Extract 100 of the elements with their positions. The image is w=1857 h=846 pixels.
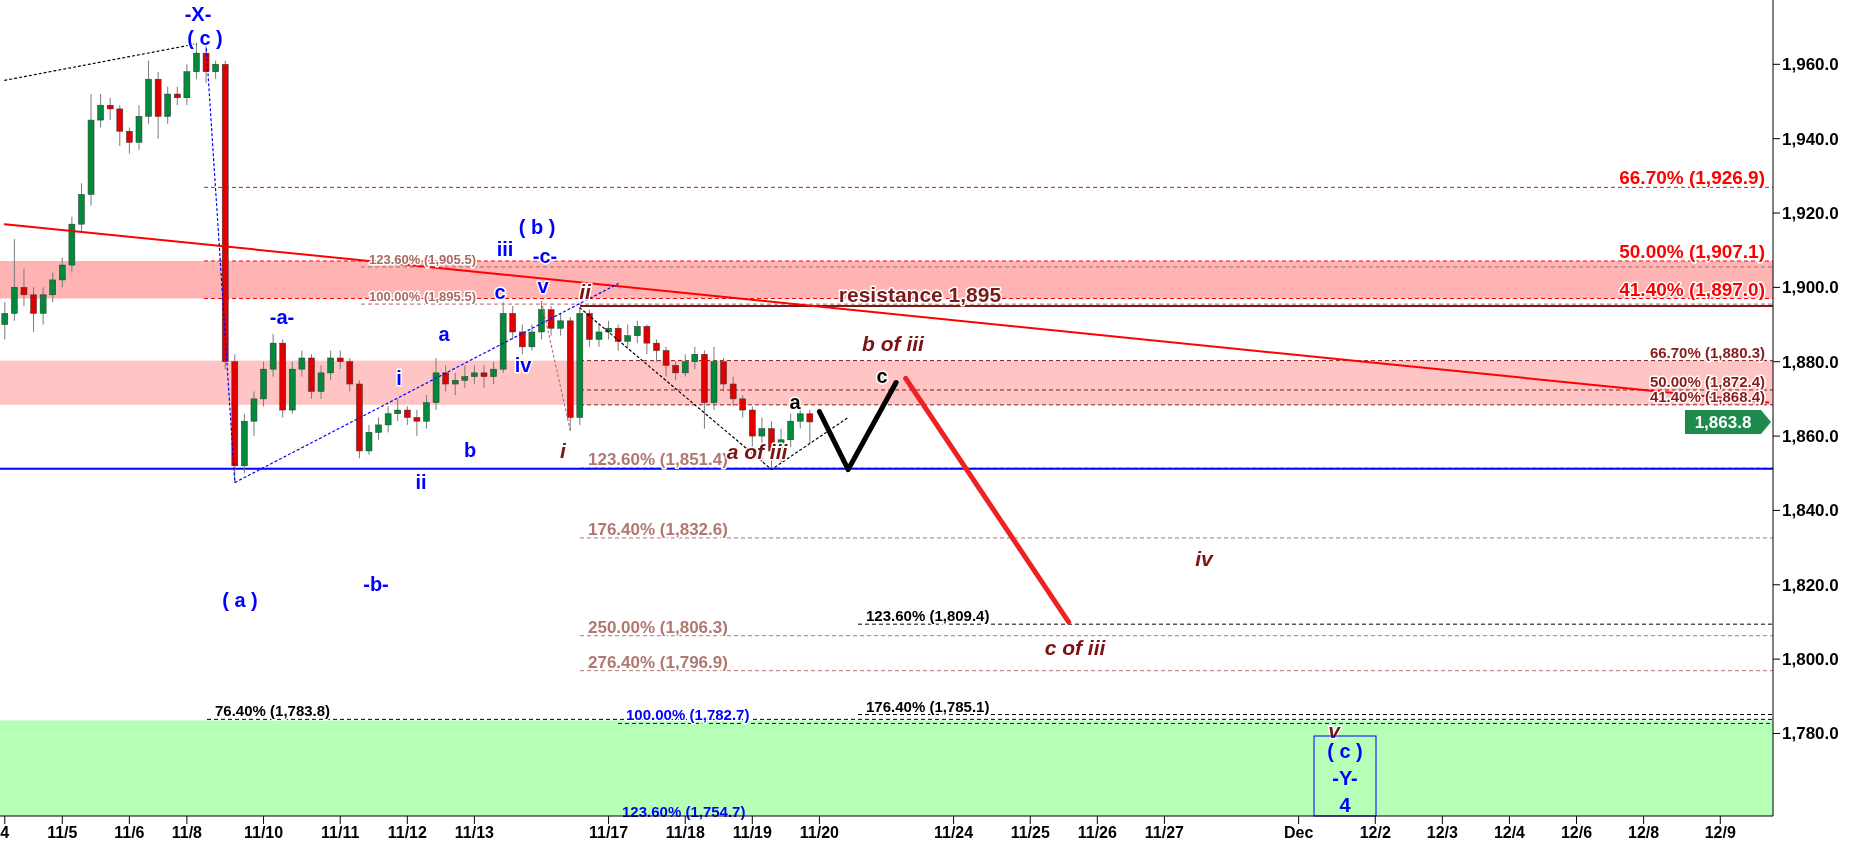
candlestick <box>624 324 631 348</box>
candlestick <box>547 305 555 337</box>
ref-line-label: 41.40% (1,897.0) <box>1619 278 1765 300</box>
y-tick-label: 1,880.0 <box>1782 352 1839 372</box>
annotation: ii <box>415 471 427 493</box>
annotation: ( b ) <box>518 216 556 238</box>
candlestick <box>614 324 622 352</box>
annotation: -b- <box>363 573 389 595</box>
candlestick <box>720 357 727 392</box>
annotation: b <box>463 439 477 461</box>
ref-line-label: 176.40% (1,785.1) <box>866 697 990 715</box>
x-tick-label: 12/8 <box>1628 824 1660 841</box>
x-tick-label: 11/12 <box>387 824 427 841</box>
candlestick <box>643 324 651 355</box>
candlestick <box>404 405 411 426</box>
candlestick <box>451 372 459 396</box>
x-tick-label: 11/19 <box>732 824 773 841</box>
y-tick-label: 1,800.0 <box>1782 650 1839 670</box>
annotation: ( a ) <box>222 589 258 611</box>
annotation: iv <box>1195 547 1215 570</box>
candlestick <box>39 286 47 326</box>
y-tick-label: 1,840.0 <box>1782 501 1839 521</box>
candlestick <box>595 324 603 348</box>
annotation: b of iii <box>862 332 926 355</box>
candlestick <box>30 286 37 333</box>
y-tick-label: 1,820.0 <box>1782 575 1839 595</box>
candlestick <box>164 86 171 125</box>
ref-line-label: 50.00% (1,907.1) <box>1619 240 1765 262</box>
candlestick <box>691 346 699 370</box>
candlestick <box>672 361 679 381</box>
annotation: c of iii <box>1044 636 1107 659</box>
candlestick <box>471 364 478 385</box>
candlestick <box>49 272 56 303</box>
candlestick <box>212 60 219 80</box>
ref-line-label: 276.40% (1,796.9) <box>588 652 728 672</box>
annotation: ii <box>579 280 592 303</box>
annotation: c <box>876 365 888 387</box>
annotation: -X- <box>184 3 212 25</box>
candlestick <box>97 93 104 129</box>
candlestick <box>365 424 373 456</box>
y-tick-label: 1,940.0 <box>1782 129 1839 149</box>
y-tick-label: 1,900.0 <box>1782 278 1839 298</box>
candlestick <box>528 324 536 352</box>
x-tick-label: 12/3 <box>1426 824 1459 841</box>
annotation: iv <box>514 354 533 376</box>
ref-line-label: 76.40% (1,783.8) <box>215 702 331 720</box>
candlestick <box>797 409 804 430</box>
candlestick <box>346 357 354 392</box>
candlestick <box>653 338 660 363</box>
ref-line-label: 66.70% (1,926.9) <box>1619 167 1765 189</box>
ref-line-label: 50.00% (1,872.4) <box>1649 372 1765 390</box>
annotation: ( c ) <box>187 27 223 49</box>
x-tick-label: 11/18 <box>665 824 705 841</box>
candlestick <box>461 364 469 389</box>
x-tick-label: 12/9 <box>1704 824 1736 841</box>
annotation: i <box>396 367 402 389</box>
y-tick-label: 1,860.0 <box>1782 427 1839 447</box>
ref-line-label: 123.60% (1,809.4) <box>866 607 990 625</box>
candlestick <box>806 409 814 444</box>
annotation: i <box>560 439 568 462</box>
ref-line-label: 100.00% (1,782.7) <box>626 706 750 724</box>
candlestick <box>126 127 133 155</box>
candlestick <box>1 301 9 340</box>
y-tick-label: 1,780.0 <box>1782 724 1839 744</box>
candlestick <box>739 394 746 418</box>
x-tick-label: 11/8 <box>171 824 203 841</box>
candlestick <box>681 353 689 378</box>
candlestick <box>413 409 421 437</box>
annotation: ( c ) -Y- 4 <box>1327 740 1363 816</box>
x-tick-label: 11/13 <box>454 824 495 841</box>
candlestick <box>298 350 306 378</box>
ref-line-label: 176.40% (1,832.6) <box>588 519 728 539</box>
candlestick <box>605 320 612 340</box>
x-tick-label: 11/27 <box>1144 824 1185 841</box>
ref-line-label: 66.70% (1,880.3) <box>1649 343 1765 361</box>
candlestick <box>423 394 430 430</box>
candlestick <box>490 361 497 385</box>
x-tick-label: 11/5 <box>47 824 78 841</box>
candlestick <box>193 43 200 80</box>
annotation: v <box>537 275 550 297</box>
x-tick-label: 11/26 <box>1077 824 1118 841</box>
x-tick-label: 12/4 <box>1493 824 1526 841</box>
candlestick <box>787 413 794 448</box>
x-tick-label: 11/10 <box>243 824 284 841</box>
candlestick <box>557 312 564 337</box>
y-tick-label: 1,920.0 <box>1782 204 1839 224</box>
candlestick <box>116 104 124 147</box>
annotation: c <box>494 281 506 303</box>
candlestick <box>480 364 488 389</box>
candlestick <box>250 390 258 437</box>
candlestick <box>384 405 392 433</box>
candlestick <box>317 364 325 400</box>
candlestick <box>106 97 114 121</box>
x-tick-label: Dec <box>1283 824 1314 841</box>
x-tick-label: 11/11 <box>321 824 360 841</box>
candlestick <box>202 45 210 84</box>
x-tick-label: 11/20 <box>799 824 840 841</box>
annotation: v <box>1328 719 1342 742</box>
candlestick <box>20 268 28 307</box>
candlestick <box>662 346 670 378</box>
